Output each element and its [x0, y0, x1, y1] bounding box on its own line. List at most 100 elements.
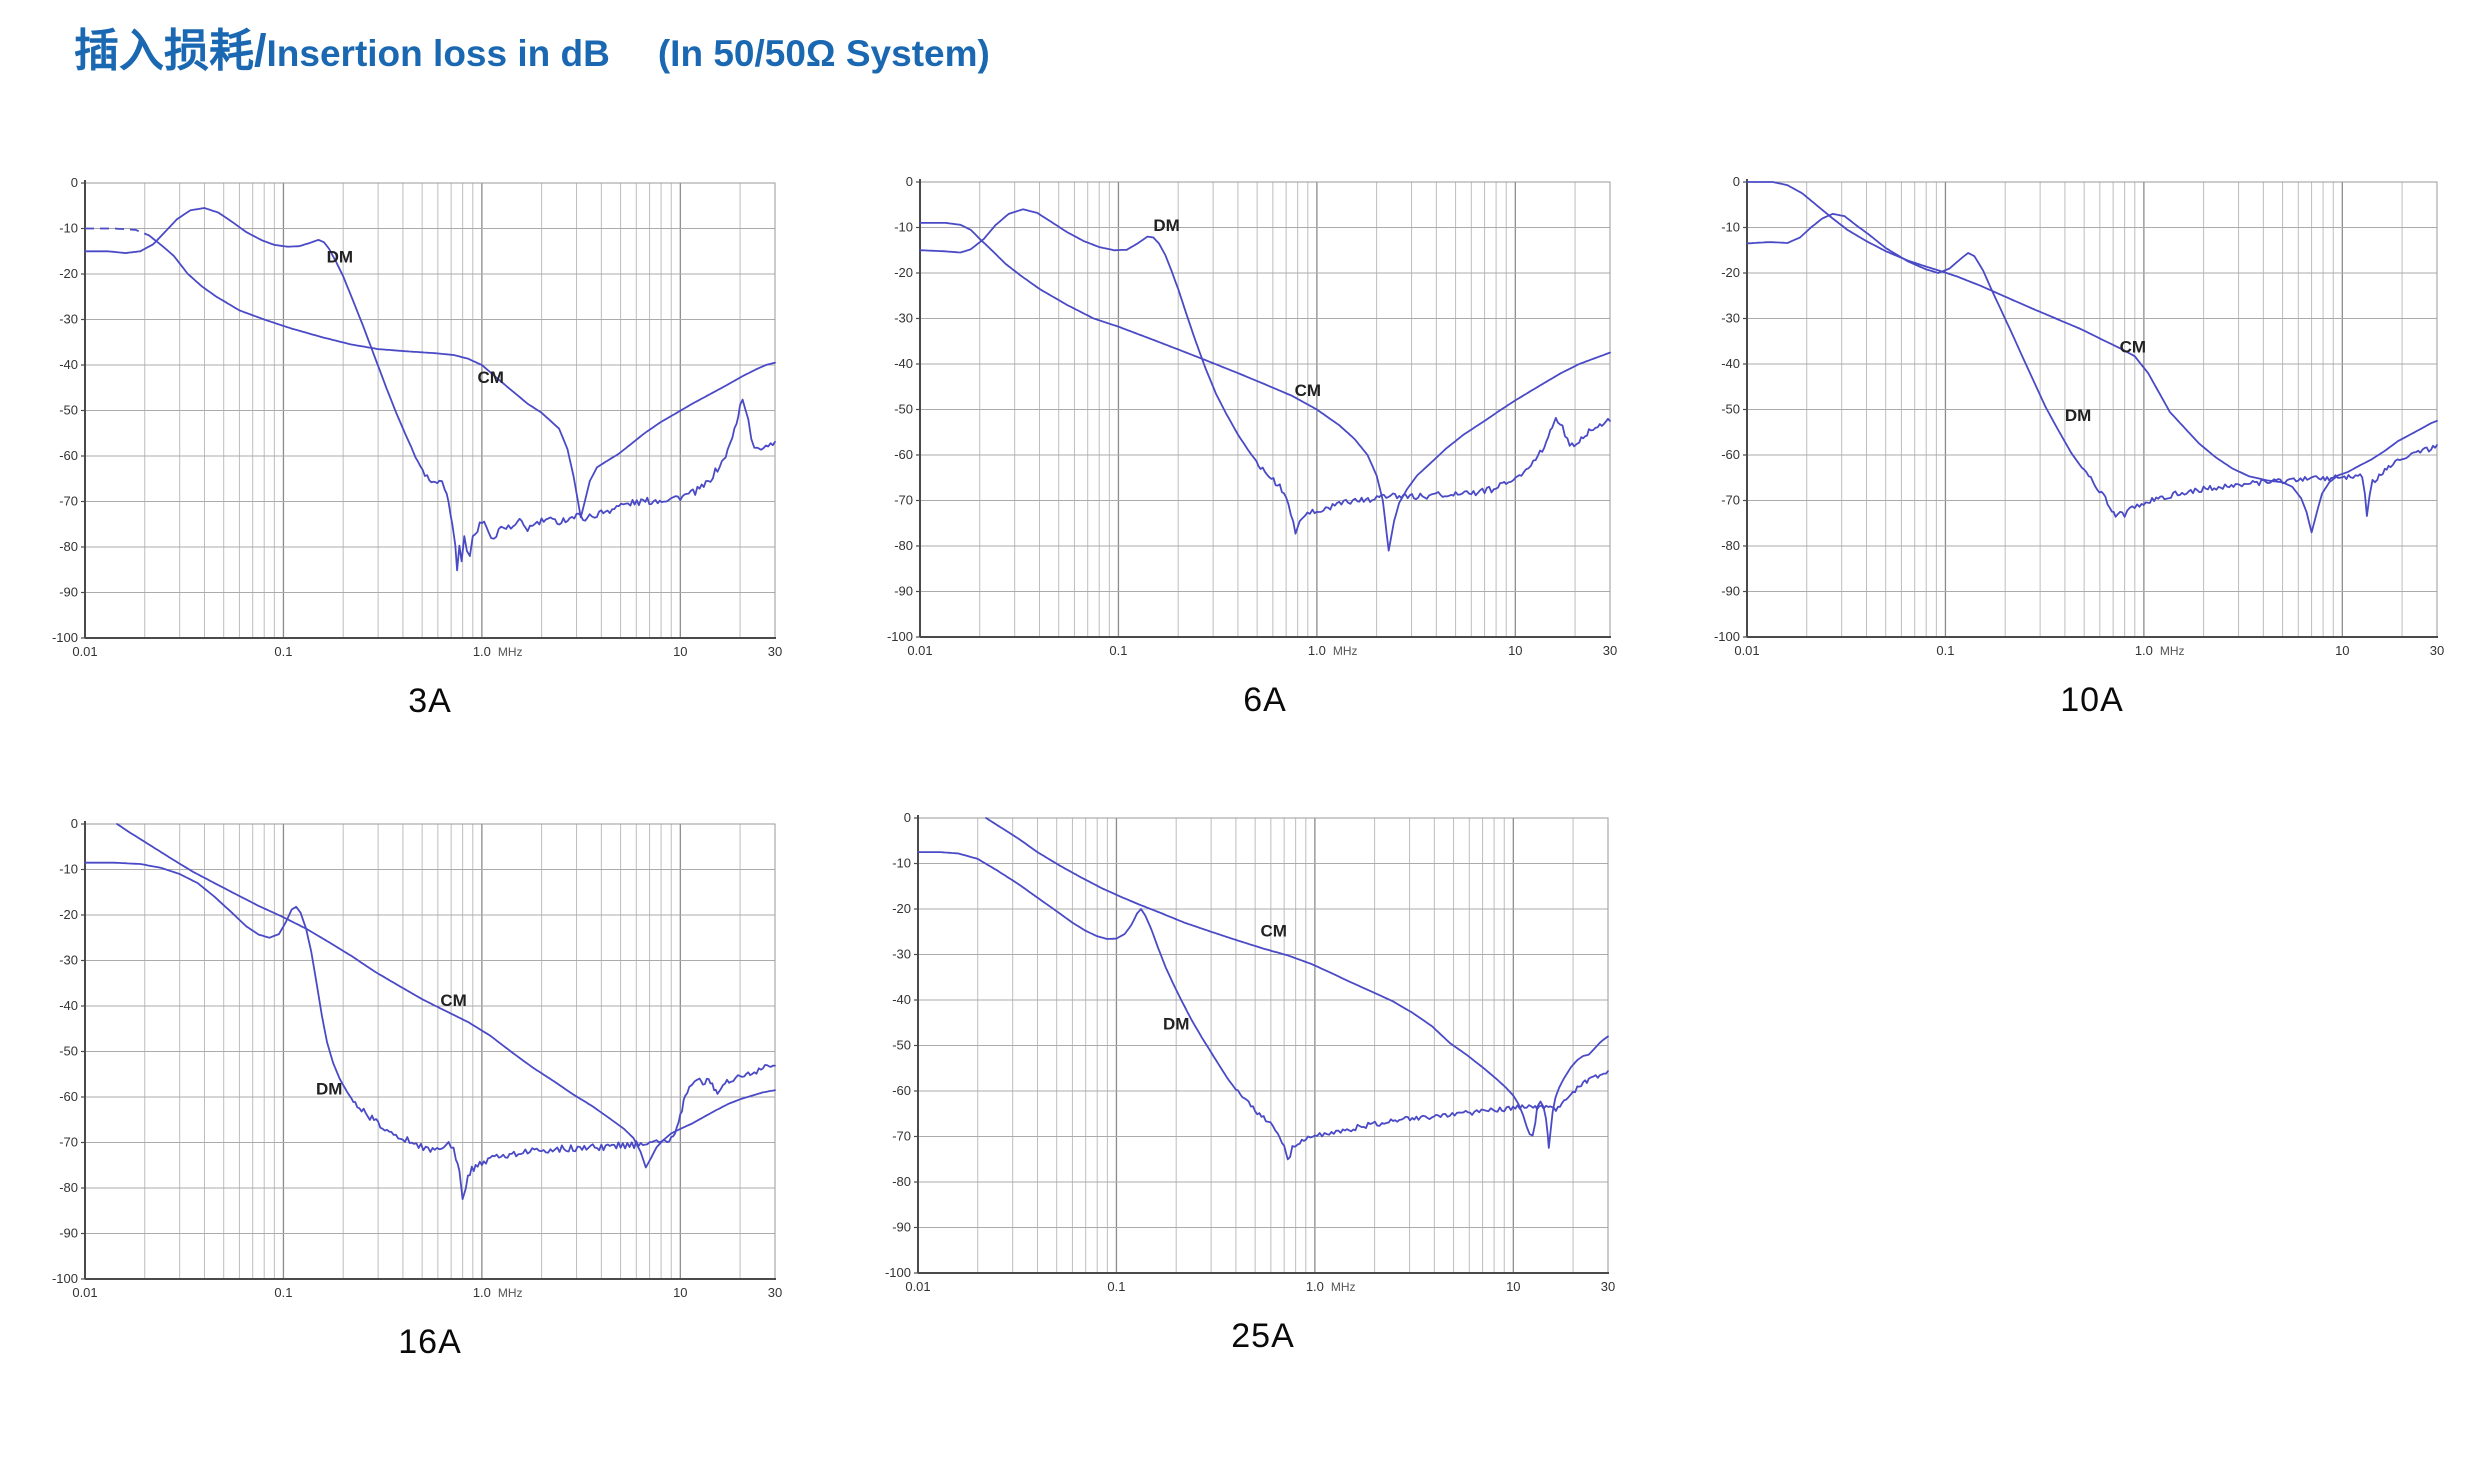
y-tick-label: 0: [906, 174, 913, 189]
x-tick-label: 0.1: [1936, 643, 1954, 658]
grid: [85, 182, 776, 639]
dm-curve: [84, 207, 776, 572]
y-tick-label: 0: [1733, 174, 1740, 189]
x-tick-label: 1.0: [1308, 643, 1326, 658]
y-tick-label: -10: [1721, 220, 1740, 235]
x-axis-unit: MHz: [1331, 1280, 1356, 1294]
cm-curve: [919, 222, 1611, 552]
grid: [920, 181, 1611, 638]
y-tick-label: -20: [59, 907, 78, 922]
dm-curve-label: DM: [1153, 216, 1179, 235]
insertion-loss-chart-6a: 0 -10 -20 -30 -40 -50 -60 -70 -80 -90 -100 0.01 0.1 1…: [870, 172, 1630, 682]
x-axis-unit: MHz: [498, 1286, 523, 1300]
y-tick-label: -30: [894, 311, 913, 326]
dm-curve-label: DM: [316, 1080, 342, 1099]
y-tick-label: -80: [1721, 538, 1740, 553]
y-tick-label: -20: [1721, 265, 1740, 280]
y-tick-label: -60: [59, 1089, 78, 1104]
x-axis-tick-labels: 0.01 0.1 1.0 MHz 10 30: [72, 1285, 782, 1300]
cm-curve-label: CM: [477, 368, 503, 387]
x-tick-label: 1.0: [2135, 643, 2153, 658]
x-tick-label: 30: [1601, 1279, 1615, 1294]
y-tick-label: -60: [894, 447, 913, 462]
cm-curve: [148, 234, 776, 519]
x-axis-tick-labels: 0.01 0.1 1.0 MHz 10 30: [907, 643, 1617, 658]
x-tick-label: 0.1: [274, 644, 292, 659]
x-tick-label: 1.0: [1306, 1279, 1324, 1294]
y-axis-tick-labels: 0 -10 -20 -30 -40 -50 -60 -70 -80 -90 -100: [52, 816, 85, 1286]
y-axis-tick-labels: 0 -10 -20 -30 -40 -50 -60 -70 -80 -90 -100: [885, 810, 918, 1280]
y-tick-label: -40: [1721, 356, 1740, 371]
x-tick-label: 0.1: [1109, 643, 1127, 658]
y-tick-label: -10: [59, 862, 78, 877]
y-tick-label: -60: [892, 1083, 911, 1098]
dm-curve: [917, 851, 1609, 1161]
y-tick-label: 0: [71, 175, 78, 190]
x-tick-label: 30: [768, 1285, 782, 1300]
y-tick-label: -50: [892, 1038, 911, 1053]
y-tick-label: -80: [59, 539, 78, 554]
y-tick-label: -70: [1721, 493, 1740, 508]
y-tick-label: -100: [887, 629, 913, 644]
x-tick-label: 30: [1603, 643, 1617, 658]
y-tick-label: -20: [892, 901, 911, 916]
x-tick-label: 0.01: [907, 643, 932, 658]
cm-curve-label: CM: [1260, 921, 1286, 940]
y-tick-label: -40: [892, 992, 911, 1007]
y-tick-label: -50: [1721, 402, 1740, 417]
y-tick-label: -90: [892, 1220, 911, 1235]
x-tick-label: 0.1: [1107, 1279, 1125, 1294]
dm-curve-label: DM: [2065, 406, 2091, 425]
y-tick-label: -10: [59, 221, 78, 236]
chart-caption-6a: 6A: [1243, 681, 1287, 719]
dm-curve-label: DM: [1163, 1015, 1189, 1034]
x-tick-label: 0.1: [274, 1285, 292, 1300]
y-tick-label: -20: [894, 265, 913, 280]
y-tick-label: -30: [892, 947, 911, 962]
chart-caption-16a: 16A: [398, 1323, 462, 1361]
x-tick-label: 30: [768, 644, 782, 659]
y-tick-label: -50: [894, 402, 913, 417]
y-tick-label: -90: [1721, 584, 1740, 599]
x-axis-tick-labels: 0.01 0.1 1.0 MHz 10 30: [905, 1279, 1615, 1294]
x-tick-label: 10: [673, 1285, 687, 1300]
insertion-loss-chart-10a: 0 -10 -20 -30 -40 -50 -60 -70 -80 -90 -100 0.01 0.1 1…: [1697, 172, 2457, 682]
y-tick-label: -70: [894, 493, 913, 508]
title-chinese: 插入损耗/: [74, 25, 267, 76]
x-tick-label: 30: [2430, 643, 2444, 658]
x-axis-tick-labels: 0.01 0.1 1.0 MHz 10 30: [1734, 643, 2444, 658]
cm-curve-label: CM: [2120, 338, 2146, 357]
x-tick-label: 10: [673, 644, 687, 659]
cm-curve: [985, 817, 1609, 1149]
dm-curve: [1746, 213, 2438, 518]
y-tick-label: -100: [1714, 629, 1740, 644]
chart-caption-25a: 25A: [1231, 1317, 1295, 1355]
cm-curve-label: CM: [440, 991, 466, 1010]
dm-curve: [919, 208, 1611, 535]
insertion-loss-chart-3a: 0 -10 -20 -30 -40 -50 -60 -70 -80 -90 -100 0.01 0.1 1…: [35, 173, 795, 683]
x-axis-unit: MHz: [2160, 644, 2185, 658]
x-tick-label: 0.01: [72, 1285, 97, 1300]
grid: [1747, 181, 2438, 638]
x-tick-label: 1.0: [473, 644, 491, 659]
x-tick-label: 0.01: [1734, 643, 1759, 658]
cm-curve: [1746, 181, 2438, 534]
y-tick-label: -30: [1721, 311, 1740, 326]
chart-caption-10a: 10A: [2060, 681, 2124, 719]
page-title: 插入损耗/Insertion loss in dB (In 50/50Ω Syst…: [74, 14, 990, 79]
y-tick-label: -50: [59, 403, 78, 418]
y-tick-label: -20: [59, 266, 78, 281]
x-axis-unit: MHz: [498, 645, 523, 659]
y-tick-label: -40: [894, 356, 913, 371]
insertion-loss-chart-25a: 0 -10 -20 -30 -40 -50 -60 -70 -80 -90 -100 0.01 0.1 1…: [868, 808, 1628, 1318]
y-tick-label: -80: [894, 538, 913, 553]
y-tick-label: -60: [1721, 447, 1740, 462]
y-axis-tick-labels: 0 -10 -20 -30 -40 -50 -60 -70 -80 -90 -100: [887, 174, 920, 644]
title-system-note: (In 50/50Ω System): [657, 33, 990, 74]
x-tick-label: 0.01: [905, 1279, 930, 1294]
